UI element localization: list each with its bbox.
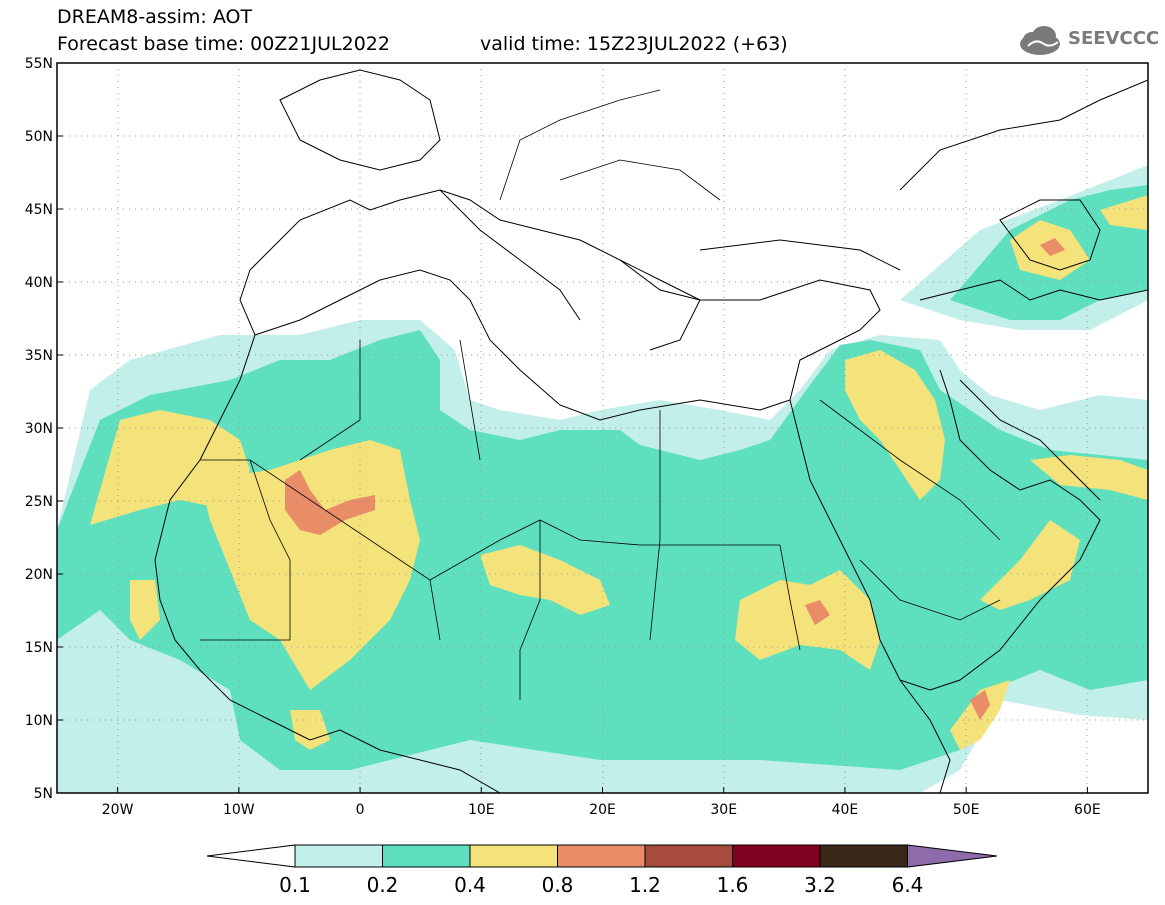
lat-tick-label: 25N: [25, 494, 53, 510]
lon-tick-label: 50E: [953, 802, 980, 818]
lon-tick-label: 10W: [223, 802, 255, 818]
lon-tick-label: 0: [356, 802, 365, 818]
colorbar-label: 6.4: [892, 873, 924, 897]
colorbar-segment: [819, 844, 908, 868]
lon-tick-label: 20W: [102, 802, 134, 818]
lat-tick-label: 45N: [25, 202, 53, 218]
coastlines: [154, 69, 1148, 793]
lat-tick-label: 15N: [25, 640, 53, 656]
colorbar-label: 0.4: [454, 873, 486, 897]
lon-tick-label: 20E: [589, 802, 616, 818]
lat-tick-label: 55N: [25, 56, 53, 72]
colorbar-over-triangle: [907, 844, 998, 868]
colorbar-segment: [557, 844, 646, 868]
lat-tick-label: 10N: [25, 713, 53, 729]
colorbar-segment: [469, 844, 558, 868]
title-variable: DREAM8-assim: AOT: [57, 6, 253, 28]
colorbar-segment: [382, 844, 471, 868]
lat-tick-label: 40N: [25, 275, 53, 291]
lat-tick-label: 20N: [25, 567, 53, 583]
cloud-icon: [1020, 26, 1060, 55]
logo-text: SEEVCCC: [1068, 28, 1160, 49]
colorbar-label: 1.6: [717, 873, 749, 897]
aot-field: [57, 63, 1148, 793]
colorbar-label: 0.2: [367, 873, 399, 897]
lon-tick-label: 30E: [710, 802, 737, 818]
colorbar-label: 1.2: [629, 873, 661, 897]
lon-axis: 20W 10W 0 10E 20E 30E 40E 50E 60E: [102, 787, 1101, 818]
colorbar-label: 0.8: [542, 873, 574, 897]
aot-contour-0.8: [285, 238, 1065, 720]
lat-tick-label: 50N: [25, 129, 53, 145]
colorbar-segment: [644, 844, 733, 868]
aot-contour-0.4: [90, 195, 1148, 750]
title-valid-time: valid time: 15Z23JUL2022 (+63): [480, 33, 788, 55]
colorbar-segment: [294, 844, 383, 868]
lat-axis: 5N 10N 15N 20N 25N 30N 35N 40N 45N 50N 55N: [25, 56, 63, 802]
lon-tick-label: 60E: [1074, 802, 1101, 818]
colorbar-label: 3.2: [804, 873, 836, 897]
lat-tick-label: 5N: [34, 786, 53, 802]
borders: [200, 89, 1001, 700]
colorbar-label: 0.1: [279, 873, 311, 897]
lat-tick-label: 35N: [25, 348, 53, 364]
lon-tick-label: 10E: [468, 802, 495, 818]
lat-tick-label: 30N: [25, 421, 53, 437]
colorbar-under-triangle: [206, 844, 296, 868]
lon-tick-label: 40E: [832, 802, 859, 818]
colorbar-segment: [732, 844, 821, 868]
title-base-time: Forecast base time: 00Z21JUL2022: [57, 33, 390, 55]
